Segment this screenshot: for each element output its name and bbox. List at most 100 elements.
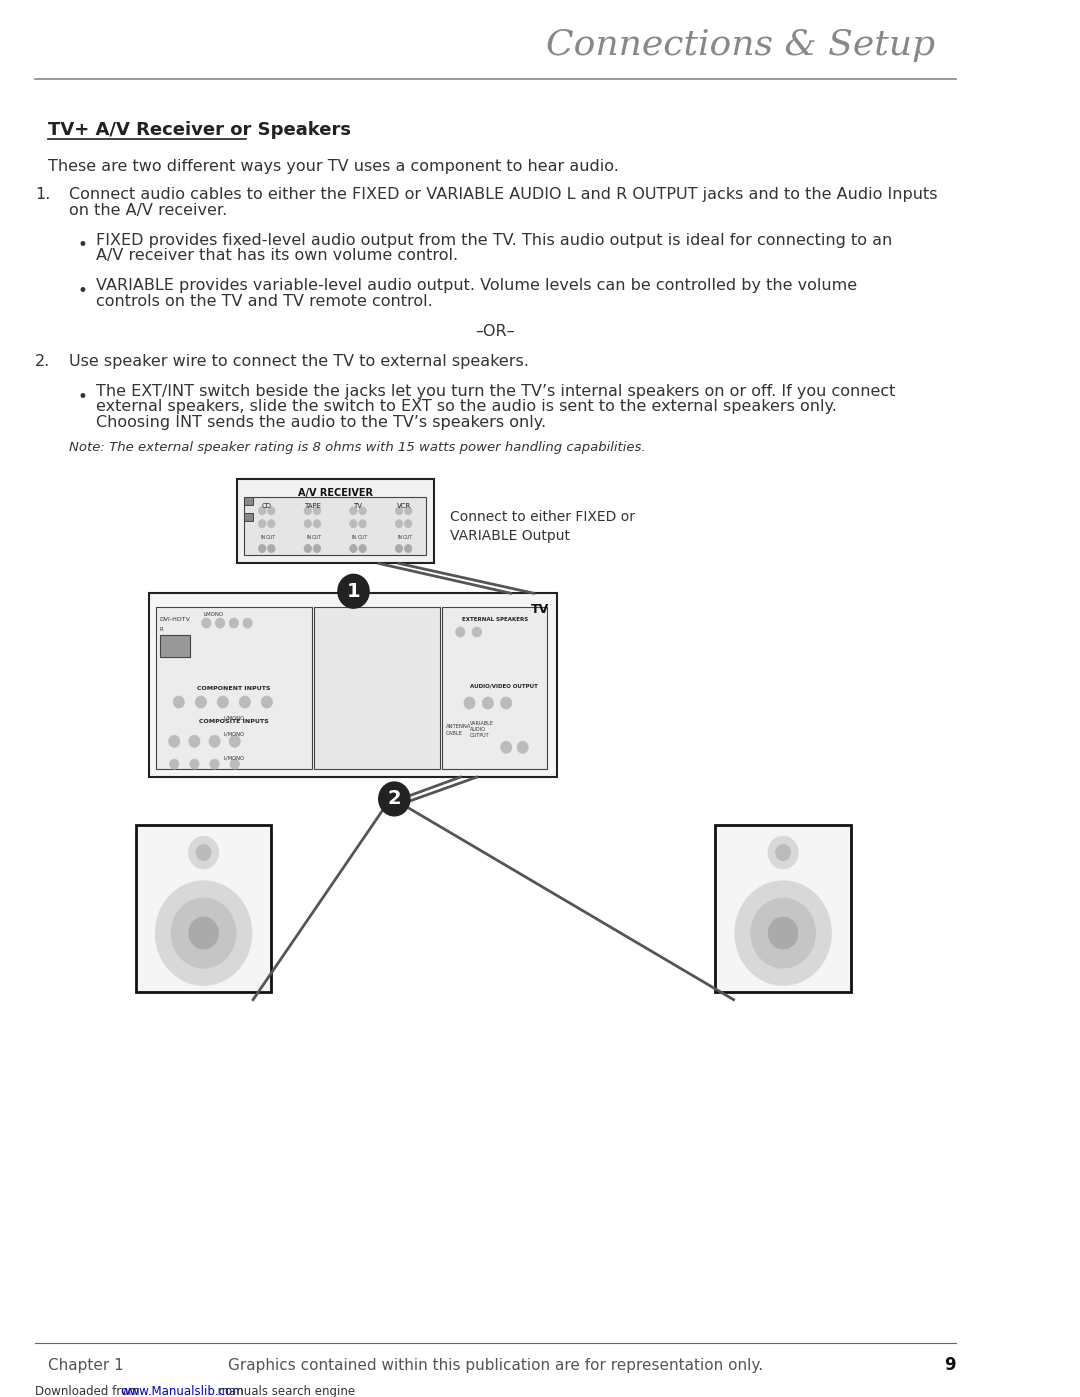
Text: Choosing INT sends the audio to the TV’s speakers only.: Choosing INT sends the audio to the TV’s… — [96, 415, 546, 430]
Circle shape — [338, 574, 369, 608]
FancyBboxPatch shape — [156, 608, 312, 770]
Text: AUDIO/VIDEO OUTPUT: AUDIO/VIDEO OUTPUT — [470, 683, 538, 689]
Circle shape — [313, 545, 321, 552]
Text: OUT: OUT — [357, 535, 367, 539]
Circle shape — [350, 520, 357, 528]
Circle shape — [405, 507, 411, 514]
Text: LMONO: LMONO — [203, 612, 224, 617]
Circle shape — [210, 735, 220, 747]
Circle shape — [268, 520, 275, 528]
Circle shape — [313, 520, 321, 528]
Circle shape — [405, 545, 411, 552]
Circle shape — [173, 696, 185, 708]
Circle shape — [243, 617, 252, 629]
Text: 1.: 1. — [35, 187, 51, 201]
Text: Connect audio cables to either the FIXED or VARIABLE AUDIO L and R OUTPUT jacks : Connect audio cables to either the FIXED… — [69, 187, 937, 201]
Text: controls on the TV and TV remote control.: controls on the TV and TV remote control… — [96, 295, 433, 309]
Text: A/V receiver that has its own volume control.: A/V receiver that has its own volume con… — [96, 249, 458, 264]
Text: on the A/V receiver.: on the A/V receiver. — [69, 203, 227, 218]
Text: A/V RECEIVER: A/V RECEIVER — [298, 488, 373, 497]
Text: L/MONO: L/MONO — [224, 756, 244, 760]
Text: 9: 9 — [944, 1356, 956, 1375]
Circle shape — [268, 545, 275, 552]
Circle shape — [195, 696, 206, 708]
Text: •: • — [78, 282, 87, 300]
Circle shape — [197, 845, 211, 861]
Text: 2: 2 — [388, 789, 401, 809]
Circle shape — [229, 617, 239, 629]
Circle shape — [359, 545, 366, 552]
Circle shape — [210, 759, 219, 770]
Circle shape — [395, 507, 403, 514]
Text: external speakers, slide the switch to EXT so the audio is sent to the external : external speakers, slide the switch to E… — [96, 400, 837, 415]
Circle shape — [305, 545, 311, 552]
Circle shape — [735, 882, 831, 985]
Circle shape — [769, 837, 798, 869]
Circle shape — [258, 545, 266, 552]
Text: •: • — [78, 236, 87, 254]
Circle shape — [190, 759, 199, 770]
Text: L/MONO: L/MONO — [224, 715, 244, 721]
Text: TV: TV — [531, 604, 550, 616]
Circle shape — [313, 507, 321, 514]
Text: IN: IN — [306, 535, 311, 539]
Circle shape — [395, 520, 403, 528]
Text: The EXT/INT switch beside the jacks let you turn the TV’s internal speakers on o: The EXT/INT switch beside the jacks let … — [96, 384, 895, 398]
Text: Connections & Setup: Connections & Setup — [546, 28, 935, 61]
FancyBboxPatch shape — [244, 497, 427, 556]
Circle shape — [350, 507, 357, 514]
Circle shape — [775, 845, 791, 861]
Circle shape — [405, 520, 411, 528]
Circle shape — [350, 545, 357, 552]
Circle shape — [230, 759, 240, 770]
Circle shape — [172, 898, 235, 968]
Circle shape — [229, 735, 240, 747]
Text: DVI-HDTV: DVI-HDTV — [160, 617, 190, 622]
Text: L/MONO: L/MONO — [224, 732, 244, 736]
Circle shape — [268, 507, 275, 514]
Circle shape — [156, 882, 252, 985]
FancyBboxPatch shape — [442, 608, 548, 770]
Circle shape — [456, 627, 464, 637]
Circle shape — [258, 507, 266, 514]
Text: EXTERNAL SPEAKERS: EXTERNAL SPEAKERS — [461, 617, 528, 622]
Circle shape — [395, 545, 403, 552]
Text: manuals search engine: manuals search engine — [210, 1384, 355, 1397]
Text: 2.: 2. — [36, 353, 51, 369]
Text: OUT: OUT — [403, 535, 414, 539]
Text: –OR–: –OR– — [475, 324, 515, 339]
Text: CD: CD — [261, 503, 272, 509]
Text: FIXED provides fixed-level audio output from the TV. This audio output is ideal : FIXED provides fixed-level audio output … — [96, 232, 892, 247]
Text: IN: IN — [352, 535, 356, 539]
Circle shape — [359, 507, 366, 514]
Text: ANTENNA
CABLE: ANTENNA CABLE — [446, 725, 471, 736]
Circle shape — [379, 782, 410, 816]
Text: OUT: OUT — [266, 535, 276, 539]
FancyBboxPatch shape — [715, 824, 851, 992]
Circle shape — [170, 759, 179, 770]
Circle shape — [261, 696, 272, 708]
Text: TAPE: TAPE — [303, 503, 321, 509]
Text: Downloaded from: Downloaded from — [35, 1384, 144, 1397]
Circle shape — [464, 697, 475, 710]
Circle shape — [240, 696, 251, 708]
Circle shape — [501, 697, 512, 710]
Circle shape — [483, 697, 494, 710]
Text: IN: IN — [260, 535, 266, 539]
FancyBboxPatch shape — [244, 513, 253, 521]
Circle shape — [202, 617, 211, 629]
Text: •: • — [78, 387, 87, 405]
Text: VARIABLE
AUDIO
OUTPUT: VARIABLE AUDIO OUTPUT — [470, 721, 494, 738]
Text: VCR: VCR — [396, 503, 410, 509]
Text: Connect to either FIXED or
VARIABLE Output: Connect to either FIXED or VARIABLE Outp… — [450, 510, 635, 543]
Circle shape — [751, 898, 815, 968]
Text: TV: TV — [353, 503, 363, 509]
Text: TV+ A/V Receiver or Speakers: TV+ A/V Receiver or Speakers — [48, 122, 351, 140]
Text: Note: The external speaker rating is 8 ohms with 15 watts power handling capabil: Note: The external speaker rating is 8 o… — [69, 441, 646, 454]
Text: R: R — [160, 627, 163, 631]
Circle shape — [769, 918, 798, 949]
Circle shape — [517, 742, 528, 753]
FancyBboxPatch shape — [313, 608, 441, 770]
Circle shape — [189, 918, 218, 949]
Circle shape — [305, 520, 311, 528]
